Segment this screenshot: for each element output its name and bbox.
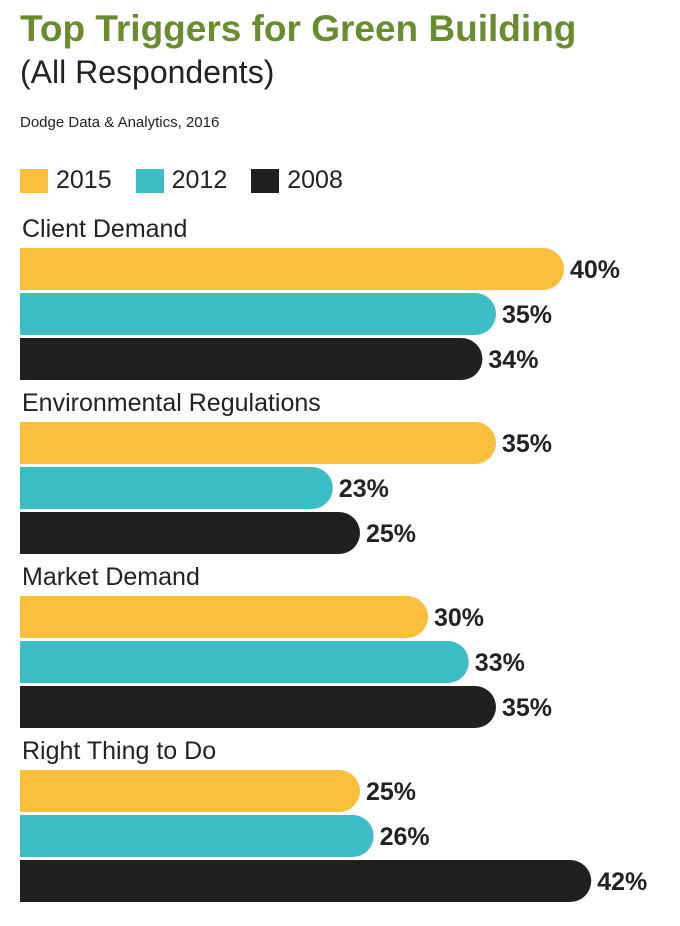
value-label-client-demand-2012: 35% xyxy=(502,301,552,329)
bar-right-thing-to-do-2008 xyxy=(20,860,592,902)
chart-source: Dodge Data & Analytics, 2016 xyxy=(20,114,220,131)
value-label-client-demand-2008: 34% xyxy=(488,346,538,374)
value-label-market-demand-2012: 33% xyxy=(475,649,525,677)
legend: 2015 2012 2008 xyxy=(20,166,367,195)
chart-title: Top Triggers for Green Building xyxy=(20,8,577,49)
bar-client-demand-2008 xyxy=(20,338,483,380)
value-label-environmental-regulations-2012: 23% xyxy=(339,475,389,503)
value-label-right-thing-to-do-2008: 42% xyxy=(597,868,647,896)
category-label-client-demand: Client Demand xyxy=(22,215,187,243)
bar-environmental-regulations-2015 xyxy=(20,422,496,464)
category-label-right-thing-to-do: Right Thing to Do xyxy=(22,737,216,765)
value-label-client-demand-2015: 40% xyxy=(570,256,620,284)
bar-client-demand-2012 xyxy=(20,293,496,335)
legend-swatch-2012 xyxy=(135,168,164,193)
bar-market-demand-2015 xyxy=(20,596,428,638)
bar-market-demand-2012 xyxy=(20,641,469,683)
legend-label-2015: 2015 xyxy=(56,166,112,194)
value-label-right-thing-to-do-2012: 26% xyxy=(380,823,430,851)
legend-label-2008: 2008 xyxy=(287,166,343,194)
legend-label-2012: 2012 xyxy=(171,166,228,194)
bar-right-thing-to-do-2015 xyxy=(20,770,360,812)
value-label-market-demand-2008: 35% xyxy=(502,694,552,722)
bar-environmental-regulations-2008 xyxy=(20,512,360,554)
bar-right-thing-to-do-2012 xyxy=(20,815,374,857)
legend-item-2008: 2008 xyxy=(251,166,343,195)
bar-environmental-regulations-2012 xyxy=(20,467,333,509)
legend-swatch-2015 xyxy=(20,168,48,193)
category-label-environmental-regulations: Environmental Regulations xyxy=(22,389,321,417)
legend-item-2012: 2012 xyxy=(135,166,228,195)
legend-swatch-2008 xyxy=(251,168,280,193)
chart-subtitle: (All Respondents) xyxy=(20,54,275,90)
category-label-market-demand: Market Demand xyxy=(22,563,200,591)
bar-client-demand-2015 xyxy=(20,248,564,290)
legend-item-2015: 2015 xyxy=(20,166,112,195)
value-label-environmental-regulations-2008: 25% xyxy=(366,520,416,548)
value-label-right-thing-to-do-2015: 25% xyxy=(366,778,416,806)
bar-market-demand-2008 xyxy=(20,686,496,728)
value-label-environmental-regulations-2015: 35% xyxy=(502,430,552,458)
value-label-market-demand-2015: 30% xyxy=(434,604,484,632)
